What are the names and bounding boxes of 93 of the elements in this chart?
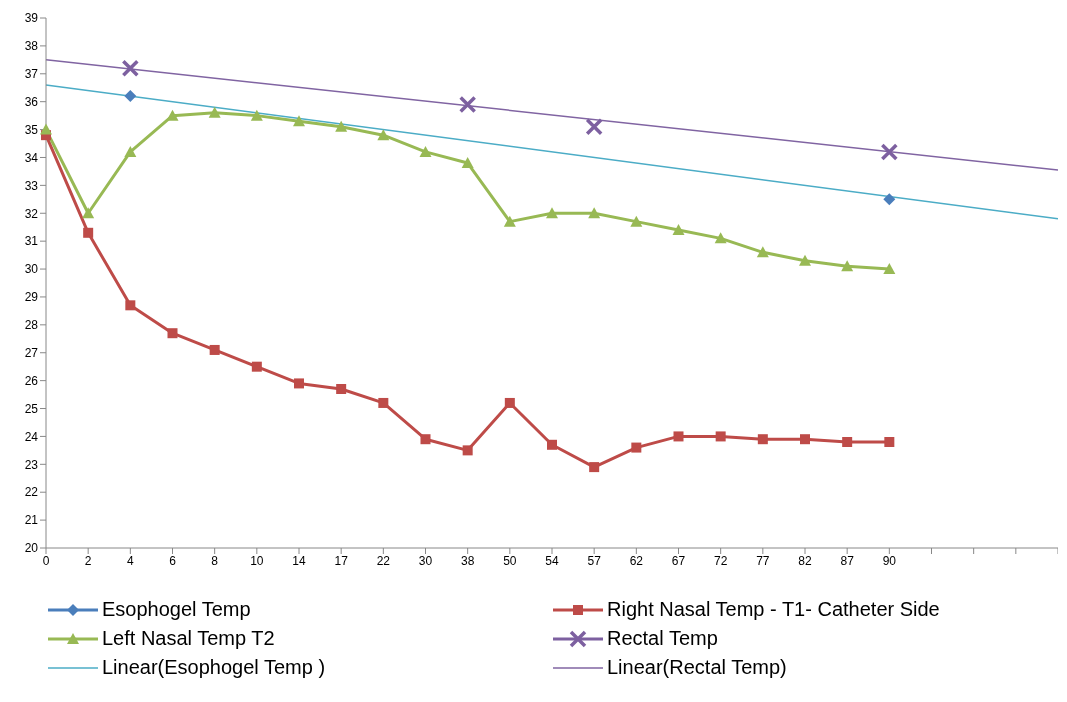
x-tick-label: 90 <box>882 553 897 568</box>
point <box>842 437 853 447</box>
x-tick-label: 77 <box>756 553 770 568</box>
y-tick-label: 28 <box>24 318 39 333</box>
x-tick-label: 4 <box>126 553 134 568</box>
point <box>124 90 137 103</box>
point <box>378 397 389 408</box>
y-tick-label: 23 <box>24 457 39 472</box>
y-tick-label: 33 <box>24 178 39 193</box>
x-tick-label: 57 <box>587 553 602 568</box>
y-tick-label: 38 <box>24 39 39 54</box>
point <box>503 215 516 227</box>
point <box>167 328 178 339</box>
y-tick-label: 34 <box>24 150 39 165</box>
point <box>800 434 810 445</box>
point <box>757 434 768 445</box>
y-tick-label: 37 <box>24 67 39 82</box>
legend-label: Rectal Temp <box>607 627 718 650</box>
point <box>630 215 643 227</box>
y-tick-label: 26 <box>24 373 39 388</box>
x-tick-label: 87 <box>840 553 855 568</box>
y-tick-label: 32 <box>24 206 39 221</box>
point <box>756 246 769 258</box>
point <box>841 260 854 272</box>
point <box>588 207 601 219</box>
x-tick-label: 30 <box>418 553 433 568</box>
point <box>672 224 685 235</box>
point <box>799 254 811 266</box>
point <box>883 263 896 275</box>
point <box>458 95 477 114</box>
point <box>293 115 305 127</box>
point <box>209 344 220 355</box>
x-tick-label: 2 <box>84 553 92 568</box>
legend-label: Linear(Esophogel Temp ) <box>102 656 326 679</box>
legend-label: Esophogel Temp <box>102 598 251 621</box>
point <box>883 193 896 206</box>
y-tick-label: 24 <box>24 429 39 444</box>
point <box>419 145 432 157</box>
x-tick-label: 8 <box>211 553 219 568</box>
point <box>884 437 895 447</box>
y-tick-label: 35 <box>24 122 39 137</box>
point <box>250 109 263 121</box>
x-tick-label: 72 <box>713 553 728 568</box>
y-tick-label: 20 <box>24 541 39 556</box>
x-tick-label: 38 <box>460 553 475 568</box>
x-tick-label: 50 <box>503 553 517 568</box>
point <box>631 442 642 453</box>
x-tick-label: 62 <box>629 553 644 568</box>
y-tick-label: 39 <box>24 11 39 26</box>
x-tick-label: 22 <box>376 553 391 568</box>
x-tick-label: 14 <box>292 553 306 568</box>
x-tick-label: 17 <box>334 553 349 568</box>
point <box>420 434 431 445</box>
y-tick-label: 30 <box>24 262 39 277</box>
point <box>377 129 390 141</box>
legend-label: Right Nasal Temp - T1- Catheter Side <box>607 598 940 621</box>
point <box>589 462 600 473</box>
point <box>125 300 136 311</box>
y-tick-label: 31 <box>24 234 39 249</box>
point <box>208 106 221 118</box>
point <box>462 445 473 456</box>
y-tick-label: 21 <box>24 513 39 528</box>
point <box>673 431 684 442</box>
x-tick-label: 0 <box>42 553 50 568</box>
point <box>124 145 137 157</box>
point <box>251 361 262 372</box>
point <box>546 207 558 219</box>
point <box>880 143 899 161</box>
point <box>294 378 304 389</box>
point <box>336 384 347 394</box>
y-tick-label: 25 <box>24 401 39 416</box>
legend-label: Linear(Rectal Temp) <box>607 656 787 679</box>
x-tick-label: 82 <box>798 553 812 568</box>
point <box>461 157 474 169</box>
point <box>83 227 94 238</box>
point <box>335 120 348 132</box>
point <box>40 123 52 135</box>
point <box>547 439 557 450</box>
y-tick-label: 36 <box>24 94 39 109</box>
x-tick-label: 67 <box>671 553 686 568</box>
x-tick-label: 10 <box>250 553 264 568</box>
point <box>121 59 140 77</box>
point <box>504 397 515 408</box>
y-tick-label: 29 <box>24 290 39 305</box>
point <box>82 207 95 219</box>
point <box>714 232 727 244</box>
x-tick-label: 54 <box>545 553 559 568</box>
x-tick-label: 6 <box>169 553 177 568</box>
point <box>715 431 726 442</box>
y-tick-label: 22 <box>24 485 39 500</box>
legend-label: Left Nasal Temp T2 <box>102 627 275 650</box>
point <box>585 118 603 136</box>
y-tick-label: 27 <box>24 346 39 360</box>
